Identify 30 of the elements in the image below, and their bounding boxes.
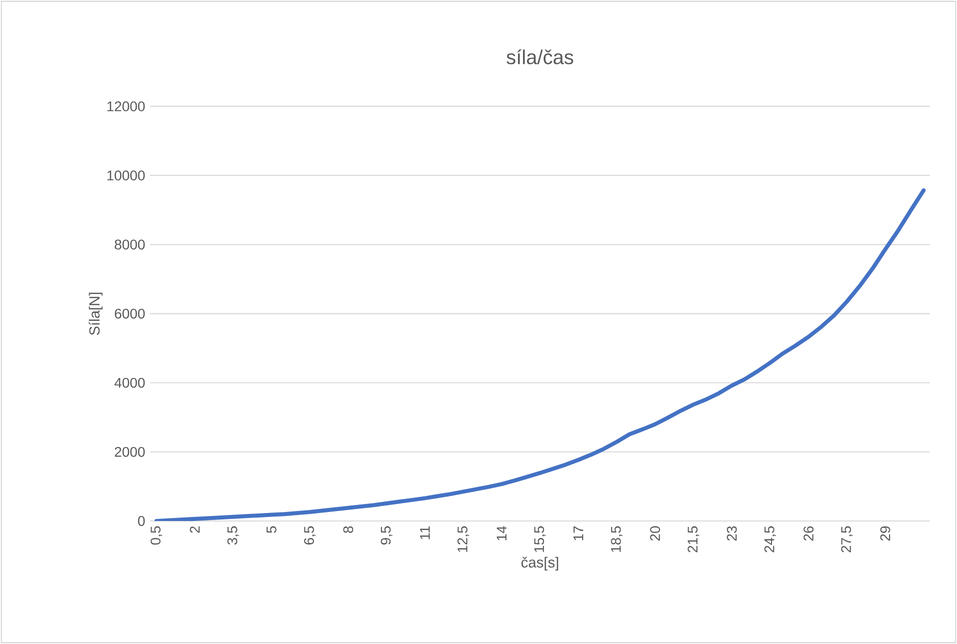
y-tick-label: 0 xyxy=(138,516,145,526)
x-tick-label: 0,5 xyxy=(150,526,162,545)
x-tick-label: 17 xyxy=(574,526,584,540)
y-tick-label: 12000 xyxy=(107,101,145,112)
x-tick-label: 29 xyxy=(880,526,890,541)
x-tick-label: 2 xyxy=(190,526,200,533)
x-tick-label: 18,5 xyxy=(610,526,623,552)
x-tick-label: 20 xyxy=(650,526,660,541)
x-tick-label: 14 xyxy=(496,526,506,540)
x-tick-label: 26 xyxy=(804,526,814,541)
x-tick-label: 21,5 xyxy=(688,526,700,552)
x-tick-label: 15,5 xyxy=(534,526,546,552)
x-tick-label: 27,5 xyxy=(841,526,853,552)
y-tick-label: 4000 xyxy=(114,378,145,388)
x-tick-label: 12,5 xyxy=(458,526,470,552)
x-tick-label: 23 xyxy=(726,526,737,541)
y-tick-label: 6000 xyxy=(114,308,145,319)
x-tick-label: 6,5 xyxy=(304,526,316,544)
y-axis-title: Síla[N] xyxy=(88,292,103,336)
x-tick-label: 24,5 xyxy=(764,526,776,552)
x-tick-label: 5 xyxy=(266,526,276,533)
chart-title: síla/čas xyxy=(506,49,574,64)
x-tick-label: 11 xyxy=(420,526,430,540)
y-tick-label: 8000 xyxy=(114,240,145,250)
x-tick-label: 9,5 xyxy=(380,526,392,545)
x-tick-label: 3,5 xyxy=(227,526,239,545)
x-axis-title: čas[s] xyxy=(521,556,558,570)
y-tick-label: 10000 xyxy=(107,170,145,180)
y-tick-label: 2000 xyxy=(114,446,145,457)
x-tick-label: 8 xyxy=(343,526,354,533)
